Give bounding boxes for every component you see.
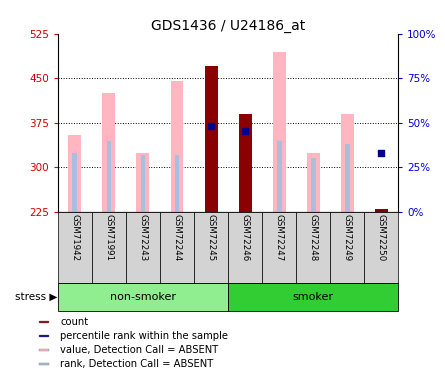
- Bar: [375, 209, 388, 212]
- Bar: [92, 212, 126, 283]
- Bar: [73, 153, 77, 212]
- Bar: [239, 114, 251, 212]
- Text: GSM72250: GSM72250: [377, 214, 386, 261]
- Text: GSM72243: GSM72243: [138, 214, 147, 261]
- Text: stress ▶: stress ▶: [16, 292, 58, 302]
- Text: percentile rank within the sample: percentile rank within the sample: [60, 331, 228, 341]
- Text: GSM72245: GSM72245: [206, 214, 215, 261]
- Text: GSM72249: GSM72249: [343, 214, 352, 261]
- Bar: [58, 283, 228, 311]
- Bar: [40, 349, 49, 351]
- Bar: [311, 158, 316, 212]
- Point: [242, 128, 249, 134]
- Text: GSM72244: GSM72244: [173, 214, 182, 261]
- Bar: [262, 212, 296, 283]
- Text: GSM72246: GSM72246: [241, 214, 250, 261]
- Bar: [277, 141, 282, 212]
- Point: [207, 123, 214, 129]
- Bar: [170, 81, 183, 212]
- Bar: [58, 212, 92, 283]
- Bar: [141, 156, 146, 212]
- Bar: [194, 212, 228, 283]
- Bar: [40, 363, 49, 366]
- Bar: [228, 212, 262, 283]
- Text: GSM71942: GSM71942: [70, 214, 79, 261]
- Text: count: count: [60, 317, 88, 327]
- Text: value, Detection Call = ABSENT: value, Detection Call = ABSENT: [60, 345, 218, 355]
- Point: [378, 150, 385, 156]
- Bar: [160, 212, 194, 283]
- Bar: [345, 144, 350, 212]
- Text: rank, Detection Call = ABSENT: rank, Detection Call = ABSENT: [60, 359, 214, 369]
- Bar: [205, 66, 218, 212]
- Text: GSM71991: GSM71991: [105, 214, 113, 261]
- Bar: [174, 156, 179, 212]
- Bar: [228, 283, 398, 311]
- Bar: [330, 212, 364, 283]
- Bar: [40, 321, 49, 323]
- Bar: [364, 212, 398, 283]
- Text: non-smoker: non-smoker: [110, 292, 176, 302]
- Title: GDS1436 / U24186_at: GDS1436 / U24186_at: [151, 19, 305, 33]
- Bar: [106, 141, 111, 212]
- Bar: [126, 212, 160, 283]
- Text: GSM72247: GSM72247: [275, 214, 283, 261]
- Text: smoker: smoker: [293, 292, 334, 302]
- Bar: [40, 335, 49, 338]
- Bar: [69, 135, 81, 212]
- Bar: [307, 153, 320, 212]
- Bar: [341, 114, 354, 212]
- Bar: [102, 93, 115, 212]
- Bar: [137, 153, 150, 212]
- Bar: [273, 52, 286, 212]
- Text: GSM72248: GSM72248: [309, 214, 318, 261]
- Bar: [296, 212, 330, 283]
